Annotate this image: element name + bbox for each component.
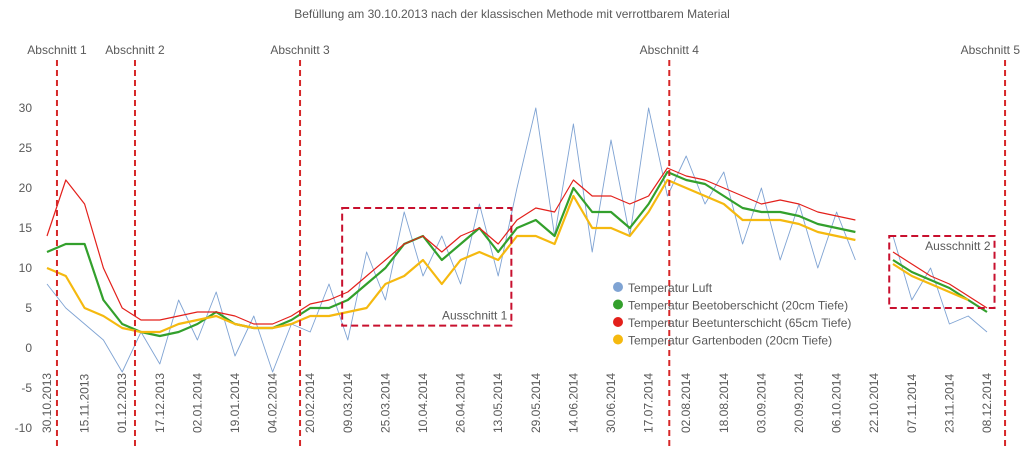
x-tick-label: 17.12.2013 xyxy=(153,373,167,433)
series-line xyxy=(46,167,988,325)
section-label: Abschnitt 2 xyxy=(105,43,165,57)
x-tick-label: 23.11.2014 xyxy=(942,374,956,433)
y-tick-label: 5 xyxy=(25,301,32,315)
y-tick-label: -10 xyxy=(15,421,33,435)
x-tick-label: 02.08.2014 xyxy=(679,373,693,433)
x-tick-label: 19.01.2014 xyxy=(228,373,242,433)
x-tick-label: 06.10.2014 xyxy=(830,373,844,433)
section-label: Abschnitt 3 xyxy=(270,43,330,57)
section-label: Abschnitt 4 xyxy=(640,43,700,57)
x-tick-label: 08.12.2014 xyxy=(980,373,994,433)
x-tick-label: 07.11.2014 xyxy=(905,374,919,433)
x-tick-label: 04.02.2014 xyxy=(266,373,280,433)
x-tick-label: 14.06.2014 xyxy=(566,373,580,433)
x-tick-label: 30.06.2014 xyxy=(604,373,618,433)
x-tick-label: 20.09.2014 xyxy=(792,373,806,433)
y-tick-label: -5 xyxy=(21,381,32,395)
y-tick-label: 20 xyxy=(19,181,33,195)
legend-label: Temperatur Gartenboden (20cm Tiefe) xyxy=(628,334,832,348)
legend-marker xyxy=(613,282,623,292)
x-tick-label: 29.05.2014 xyxy=(529,373,543,433)
x-tick-label: 18.08.2014 xyxy=(717,373,731,433)
y-tick-label: 25 xyxy=(19,141,33,155)
y-tick-label: 0 xyxy=(25,341,32,355)
x-tick-label: 02.01.2014 xyxy=(190,373,204,433)
x-tick-label: 10.04.2014 xyxy=(416,373,430,433)
x-tick-label: 09.03.2014 xyxy=(341,373,355,433)
x-tick-label: 01.12.2013 xyxy=(115,373,129,433)
legend-label: Temperatur Beetoberschicht (20cm Tiefe) xyxy=(628,299,848,313)
x-tick-label: 20.02.2014 xyxy=(303,373,317,433)
zoom-label: Ausschnitt 1 xyxy=(442,309,508,323)
x-tick-label: 17.07.2014 xyxy=(642,373,656,433)
legend-marker xyxy=(613,334,623,345)
x-tick-label: 15.11.2013 xyxy=(78,374,92,433)
series-line xyxy=(46,178,969,334)
x-tick-label: 22.10.2014 xyxy=(867,373,881,433)
zoom-label: Ausschnitt 2 xyxy=(925,239,991,253)
x-tick-label: 03.09.2014 xyxy=(754,373,768,433)
legend-label: Temperatur Beetunterschicht (65cm Tiefe) xyxy=(628,316,851,330)
y-tick-label: 15 xyxy=(19,221,33,235)
x-tick-label: 30.10.2013 xyxy=(40,373,54,433)
legend-marker xyxy=(613,299,623,310)
section-label: Abschnitt 1 xyxy=(27,43,87,57)
y-tick-label: 10 xyxy=(19,261,33,275)
x-tick-label: 26.04.2014 xyxy=(454,373,468,433)
x-tick-label: 13.05.2014 xyxy=(491,373,505,433)
chart-title: Befüllung am 30.10.2013 nach der klassis… xyxy=(294,7,730,21)
x-tick-label: 25.03.2014 xyxy=(378,373,392,433)
series-line xyxy=(46,107,988,373)
y-tick-label: 30 xyxy=(19,101,33,115)
legend-label: Temperatur Luft xyxy=(628,281,713,295)
legend-marker xyxy=(613,317,623,327)
series-line xyxy=(46,170,988,338)
section-label: Abschnitt 5 xyxy=(961,43,1021,57)
